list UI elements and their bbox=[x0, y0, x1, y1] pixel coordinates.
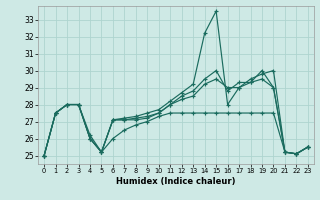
X-axis label: Humidex (Indice chaleur): Humidex (Indice chaleur) bbox=[116, 177, 236, 186]
